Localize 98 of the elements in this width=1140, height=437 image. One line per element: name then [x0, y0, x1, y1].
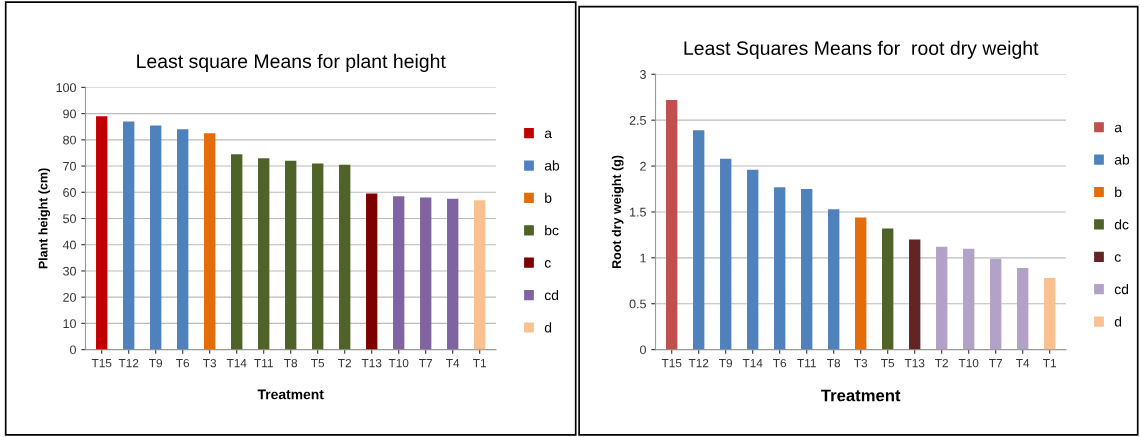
legend-label: c [1114, 254, 1121, 262]
x-tick-label: T13 [904, 358, 925, 368]
bar [96, 116, 108, 350]
x-tick-label: T7 [419, 359, 432, 368]
bar [285, 160, 297, 350]
bar [150, 125, 162, 350]
x-tick-label: T5 [311, 359, 325, 368]
bar [774, 187, 786, 350]
legend-label: c [544, 260, 551, 268]
x-tick-label: T8 [284, 358, 298, 368]
x-tick-label: T10 [388, 358, 409, 368]
bar [258, 158, 270, 350]
y-tick-label: 50 [63, 214, 76, 224]
y-tick-label: 30 [63, 266, 76, 276]
x-tick-label: T8 [827, 358, 841, 368]
y-tick-label: 10 [63, 319, 76, 329]
legend-label: d [1114, 316, 1122, 327]
x-tick-label: T2 [935, 358, 948, 368]
x-axis-title: Treatment [821, 389, 901, 402]
chart-title: Least Squares Means for root dry weight [684, 40, 1039, 59]
bar [339, 164, 351, 350]
chart-title: Least square Means for plant height [137, 53, 446, 72]
x-tick-label: T11 [797, 359, 816, 368]
legend-label: b [1115, 186, 1122, 198]
y-tick-label: 40 [62, 240, 76, 250]
bar [204, 133, 216, 350]
x-tick-label: T15 [661, 359, 682, 368]
bar [393, 196, 405, 350]
legend-label: dc [1114, 219, 1129, 230]
x-tick-label: T14 [742, 359, 763, 368]
x-tick-label: T1 [473, 359, 487, 368]
y-tick-label: 2.5 [629, 115, 646, 125]
y-axis-title: Root dry weight (g) [611, 155, 624, 269]
bar [882, 228, 894, 350]
x-tick-label: T13 [361, 358, 382, 368]
bar [720, 158, 732, 350]
x-tick-label: T10 [958, 358, 979, 368]
x-tick-label: T14 [226, 359, 247, 368]
y-tick-label: 1 [640, 253, 646, 263]
y-tick-label: 90 [63, 109, 76, 119]
legend-label: cd [544, 289, 559, 301]
bar [855, 217, 867, 350]
bar [909, 239, 921, 350]
bar [474, 200, 486, 350]
bar [747, 169, 759, 350]
legend-label: a [1114, 124, 1122, 133]
x-tick-label: T7 [989, 359, 1002, 368]
y-tick-label: 3 [640, 70, 646, 79]
bar [447, 198, 459, 350]
bar [123, 121, 135, 350]
x-tick-label: T15 [91, 359, 112, 368]
y-tick-label: 100 [56, 83, 76, 93]
y-tick-label: 0 [640, 345, 646, 355]
bar [693, 130, 705, 350]
x-tick-label: T12 [118, 358, 139, 368]
bar [420, 197, 432, 350]
bar [312, 163, 324, 350]
y-tick-label: 80 [63, 135, 76, 145]
bar [801, 189, 813, 350]
legend-label: b [545, 192, 552, 203]
y-tick-label: 20 [63, 292, 76, 302]
x-tick-label: T3 [203, 358, 217, 368]
y-tick-label: 1.5 [630, 207, 646, 217]
legend-label: ab [1114, 154, 1130, 165]
y-axis-title: Plant height (cm) [38, 168, 51, 269]
legend-label: ab [544, 160, 560, 171]
x-axis-title: Treatment [257, 389, 324, 400]
y-tick-label: 60 [63, 188, 76, 197]
x-tick-label: T9 [149, 358, 163, 368]
bar [963, 248, 975, 350]
bar [1017, 267, 1029, 350]
x-tick-label: T2 [338, 358, 351, 368]
x-tick-label: T9 [719, 358, 733, 368]
x-tick-label: T12 [688, 358, 709, 368]
bar [990, 258, 1002, 350]
x-tick-label: T5 [881, 359, 895, 368]
bar [828, 209, 840, 350]
bar [177, 129, 189, 350]
bar [231, 154, 243, 350]
x-tick-label: T4 [446, 359, 460, 368]
bar [936, 246, 948, 350]
bar [666, 99, 678, 350]
y-tick-label: 70 [63, 161, 76, 171]
bar [366, 193, 378, 350]
y-tick-label: 0 [70, 345, 76, 355]
legend-label: bc [545, 225, 559, 236]
x-tick-label: T3 [854, 358, 868, 368]
x-tick-label: T6 [176, 358, 190, 368]
legend-label: cd [1114, 284, 1129, 295]
x-tick-label: T6 [773, 358, 787, 368]
legend-label: a [544, 130, 552, 139]
y-tick-label: 0.5 [629, 299, 646, 309]
legend-label: d [544, 322, 552, 333]
x-tick-label: T11 [254, 359, 273, 368]
y-tick-label: 2 [640, 161, 646, 171]
bar [1044, 278, 1056, 350]
x-tick-label: T1 [1043, 359, 1057, 368]
x-tick-label: T4 [1016, 359, 1030, 368]
